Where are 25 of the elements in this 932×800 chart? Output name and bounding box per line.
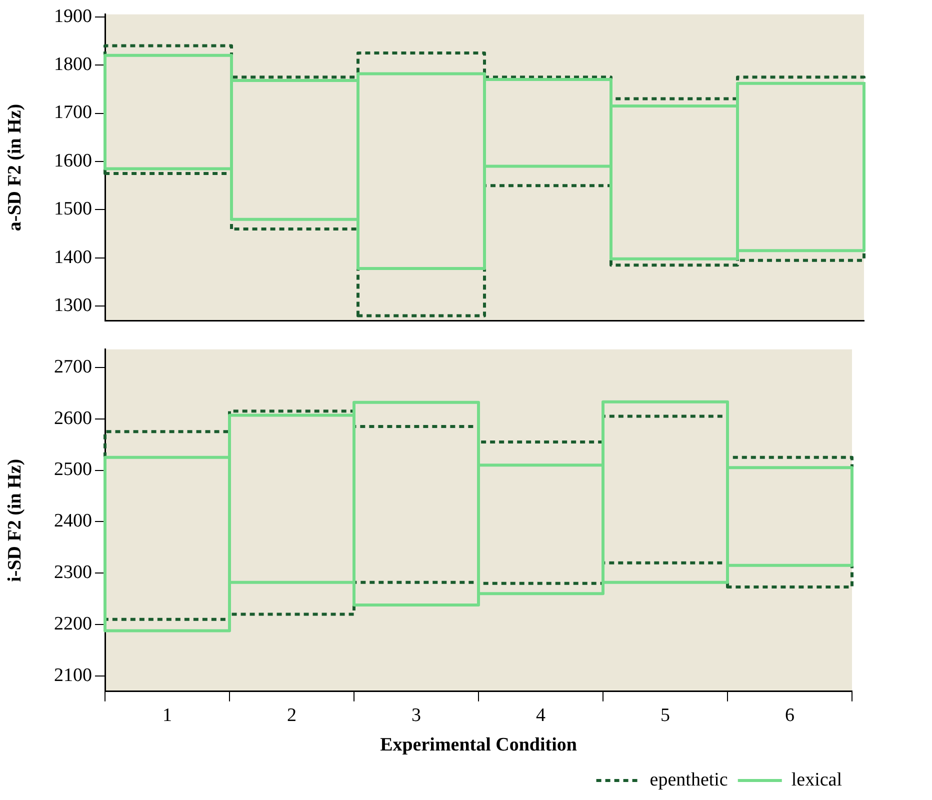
y-axis-title: a-SD F2 (in Hz) — [4, 104, 26, 232]
x-tick-label: 3 — [412, 704, 421, 726]
y-tick-label: 2600 — [54, 408, 92, 429]
y-tick-label: 1700 — [54, 102, 92, 124]
y-tick-label: 1900 — [54, 6, 92, 27]
x-tick-label: 2 — [287, 704, 296, 726]
x-tick-label: 6 — [785, 704, 794, 726]
y-tick-label: 1800 — [54, 54, 92, 76]
x-tick-label: 4 — [536, 704, 546, 726]
x-tick-label: 1 — [162, 704, 172, 726]
y-tick-label: 2500 — [54, 459, 92, 480]
y-tick-label: 1500 — [54, 198, 92, 220]
y-tick-label: 2100 — [54, 664, 92, 686]
legend-label: epenthetic — [650, 769, 728, 790]
y-tick-label: 2700 — [54, 356, 92, 378]
legend-label: lexical — [791, 769, 842, 790]
x-tick-label: 5 — [660, 704, 670, 726]
x-axis-title: Experimental Condition — [380, 734, 578, 756]
y-tick-label: 2400 — [54, 510, 92, 532]
y-tick-label: 2300 — [54, 562, 92, 584]
y-tick-label: 1400 — [54, 246, 92, 268]
y-axis-title: i-SD F2 (in Hz) — [4, 458, 26, 582]
y-tick-label: 2200 — [54, 614, 92, 635]
y-tick-label: 1300 — [54, 295, 92, 316]
y-tick-label: 1600 — [54, 150, 92, 172]
